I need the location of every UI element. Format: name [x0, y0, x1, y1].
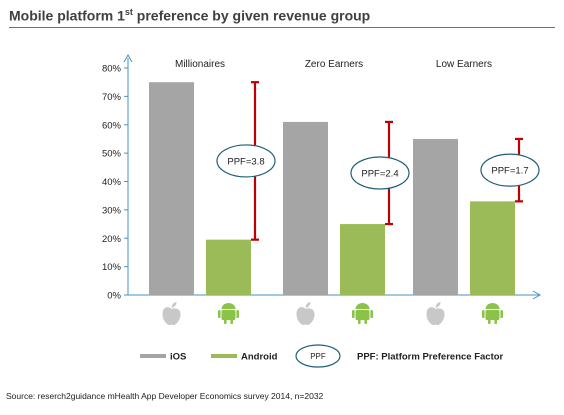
android-robot-part — [358, 319, 361, 324]
android-bar — [340, 224, 385, 295]
apple-logo-shape — [426, 307, 445, 325]
category-label: Low Earners — [436, 59, 492, 70]
android-bar — [470, 201, 515, 295]
chart-title: Mobile platform 1st preference by given … — [9, 7, 370, 24]
android-robot-part — [221, 303, 236, 309]
android-robot-part — [230, 319, 233, 324]
android-robot-part — [482, 310, 485, 318]
android-robot-part — [218, 310, 221, 318]
apple-logo-shape — [296, 307, 315, 325]
ppf-ellipse — [350, 156, 410, 190]
ppf-label: PPF=1.7 — [491, 166, 528, 177]
y-tick-label: 30% — [102, 205, 122, 216]
title-sup: st — [124, 7, 133, 17]
y-tick-label: 10% — [102, 262, 122, 273]
ppf-ellipse — [216, 144, 276, 178]
apple-logo-icon — [426, 302, 445, 325]
y-tick-label: 80% — [102, 64, 122, 75]
category-label: Millionaires — [175, 59, 225, 70]
y-tick-label: 0% — [107, 291, 121, 302]
android-robot-part — [221, 310, 236, 320]
y-tick-label: 70% — [102, 92, 122, 103]
android-robot-part — [355, 303, 370, 309]
android-robot-part — [355, 310, 370, 320]
android-robot-part — [236, 310, 239, 318]
legend-ppf-text: PPF: Platform Preference Factor — [357, 352, 504, 363]
y-axis-arrow — [123, 53, 133, 63]
ppf-ellipse — [480, 153, 540, 187]
apple-logo-shape — [162, 307, 181, 325]
x-axis-arrow — [532, 290, 542, 300]
y-tick-label: 40% — [102, 177, 122, 188]
android-robot-part — [485, 303, 500, 309]
apple-logo-icon — [296, 302, 315, 325]
android-robot-part — [488, 319, 491, 324]
title-main: Mobile platform 1 — [9, 7, 125, 24]
category-label: Zero Earners — [305, 59, 363, 70]
apple-logo-icon — [162, 302, 181, 325]
source-note: Source: reserch2guidance mHealth App Dev… — [6, 391, 324, 401]
bar-chart: 0% 10% 20% 30% 40% 50% 60% 70% 80% Millionaires PP… — [102, 53, 542, 368]
android-robot-part — [485, 310, 500, 320]
apple-leaf-shape — [435, 302, 441, 308]
android-robot-part — [494, 319, 497, 324]
ios-bar — [413, 138, 458, 295]
android-bar — [206, 239, 251, 295]
y-tick-label: 50% — [102, 149, 122, 160]
y-tick-label: 20% — [102, 234, 122, 245]
legend-android-label: Android — [241, 352, 278, 363]
title-rest: preference by given revenue group — [132, 7, 371, 24]
ios-bar — [283, 121, 328, 295]
android-robot-part — [224, 319, 227, 324]
ios-bar — [149, 82, 194, 295]
apple-leaf-shape — [305, 302, 311, 308]
ppf-label: PPF=3.8 — [227, 156, 264, 167]
legend-ios-label: iOS — [170, 352, 186, 363]
apple-leaf-shape — [171, 302, 177, 308]
legend-ppf-symbol: PPF — [310, 352, 326, 361]
android-robot-part — [370, 310, 373, 318]
title-divider — [9, 27, 555, 28]
y-tick-label: 60% — [102, 120, 122, 131]
android-robot-part — [500, 310, 503, 318]
ppf-label: PPF=2.4 — [361, 168, 398, 179]
android-robot-icon — [482, 303, 503, 324]
legend-ppf-ellipse — [295, 344, 341, 368]
android-robot-part — [364, 319, 367, 324]
android-robot-icon — [352, 303, 373, 324]
android-robot-part — [352, 310, 355, 318]
android-robot-icon — [218, 303, 239, 324]
